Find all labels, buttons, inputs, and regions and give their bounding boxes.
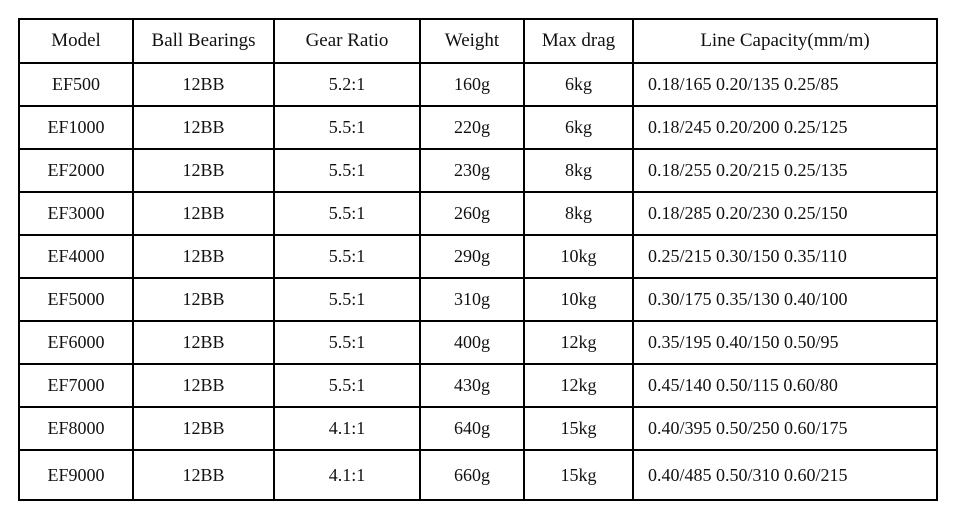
reel-spec-table: Model Ball Bearings Gear Ratio Weight Max dr… [18, 18, 938, 501]
table-row: EF1000 12BB 5.5:1 220g 6kg 0.18/245 0.20/200 … [18, 105, 938, 150]
table-cell: 12BB [132, 191, 275, 236]
table-cell: 4.1:1 [273, 449, 421, 501]
table-row: EF500 12BB 5.2:1 160g 6kg 0.18/165 0.20/135 0… [18, 62, 938, 107]
table-cell: EF5000 [18, 277, 134, 322]
table-cell: 230g [419, 148, 525, 193]
column-header-weight: Weight [419, 18, 525, 64]
table-cell: 12BB [132, 363, 275, 408]
table-cell: 5.5:1 [273, 234, 421, 279]
table-cell: 12BB [132, 449, 275, 501]
table-row: EF4000 12BB 5.5:1 290g 10kg 0.25/215 0.30/150… [18, 234, 938, 279]
table-cell: 12BB [132, 277, 275, 322]
table-cell: EF6000 [18, 320, 134, 365]
table-cell: 400g [419, 320, 525, 365]
header-row: Model Ball Bearings Gear Ratio Weight Max dr… [18, 18, 938, 64]
table-cell: 12BB [132, 320, 275, 365]
table-row: EF8000 12BB 4.1:1 640g 15kg 0.40/395 0.50/250… [18, 406, 938, 451]
table-cell: EF1000 [18, 105, 134, 150]
table-cell: EF4000 [18, 234, 134, 279]
table-cell: 160g [419, 62, 525, 107]
table-cell: 0.25/215 0.30/150 0.35/110 [632, 234, 938, 279]
table-cell: 0.45/140 0.50/115 0.60/80 [632, 363, 938, 408]
table-cell: 12BB [132, 406, 275, 451]
table-cell: 640g [419, 406, 525, 451]
column-header-model: Model [18, 18, 134, 64]
table-cell: 10kg [523, 277, 634, 322]
table-cell: 15kg [523, 406, 634, 451]
table-cell: EF3000 [18, 191, 134, 236]
column-header-max-drag: Max drag [523, 18, 634, 64]
table-cell: 0.18/255 0.20/215 0.25/135 [632, 148, 938, 193]
table-cell: 15kg [523, 449, 634, 501]
table-cell: 6kg [523, 62, 634, 107]
table-cell: 10kg [523, 234, 634, 279]
table-cell: 0.18/245 0.20/200 0.25/125 [632, 105, 938, 150]
table-cell: 4.1:1 [273, 406, 421, 451]
table-row: EF7000 12BB 5.5:1 430g 12kg 0.45/140 0.50/115… [18, 363, 938, 408]
table-cell: EF8000 [18, 406, 134, 451]
table-cell: 310g [419, 277, 525, 322]
table-cell: 220g [419, 105, 525, 150]
table-cell: 430g [419, 363, 525, 408]
table-cell: 0.40/485 0.50/310 0.60/215 [632, 449, 938, 501]
table-cell: 12BB [132, 234, 275, 279]
table-cell: 12BB [132, 148, 275, 193]
table-row: EF5000 12BB 5.5:1 310g 10kg 0.30/175 0.35/130… [18, 277, 938, 322]
table-cell: 0.18/285 0.20/230 0.25/150 [632, 191, 938, 236]
table-cell: 5.5:1 [273, 277, 421, 322]
table-cell: 12kg [523, 363, 634, 408]
table-row: EF2000 12BB 5.5:1 230g 8kg 0.18/255 0.20/215 … [18, 148, 938, 193]
table-cell: 0.18/165 0.20/135 0.25/85 [632, 62, 938, 107]
table-cell: 5.5:1 [273, 105, 421, 150]
table-cell: 0.35/195 0.40/150 0.50/95 [632, 320, 938, 365]
table-cell: 12BB [132, 105, 275, 150]
table-cell: 5.5:1 [273, 320, 421, 365]
table-cell: 8kg [523, 191, 634, 236]
table-row: EF3000 12BB 5.5:1 260g 8kg 0.18/285 0.20/230 … [18, 191, 938, 236]
table-cell: EF2000 [18, 148, 134, 193]
table-cell: 0.30/175 0.35/130 0.40/100 [632, 277, 938, 322]
table-cell: 5.5:1 [273, 363, 421, 408]
table-cell: 0.40/395 0.50/250 0.60/175 [632, 406, 938, 451]
column-header-ball-bearings: Ball Bearings [132, 18, 275, 64]
table-cell: 290g [419, 234, 525, 279]
table-cell: 660g [419, 449, 525, 501]
table-body: EF500 12BB 5.2:1 160g 6kg 0.18/165 0.20/135 0… [18, 62, 938, 501]
table-cell: 8kg [523, 148, 634, 193]
table-row: EF9000 12BB 4.1:1 660g 15kg 0.40/485 0.50/310… [18, 449, 938, 501]
table-cell: 12BB [132, 62, 275, 107]
table-cell: 5.5:1 [273, 148, 421, 193]
table-cell: 6kg [523, 105, 634, 150]
column-header-line-capacity-mm-m-: Line Capacity(mm/m) [632, 18, 938, 64]
table-cell: EF7000 [18, 363, 134, 408]
table-cell: 5.5:1 [273, 191, 421, 236]
table-cell: 260g [419, 191, 525, 236]
column-header-gear-ratio: Gear Ratio [273, 18, 421, 64]
table-cell: 12kg [523, 320, 634, 365]
table-row: EF6000 12BB 5.5:1 400g 12kg 0.35/195 0.40/150… [18, 320, 938, 365]
table-cell: EF500 [18, 62, 134, 107]
table-cell: EF9000 [18, 449, 134, 501]
table-cell: 5.2:1 [273, 62, 421, 107]
